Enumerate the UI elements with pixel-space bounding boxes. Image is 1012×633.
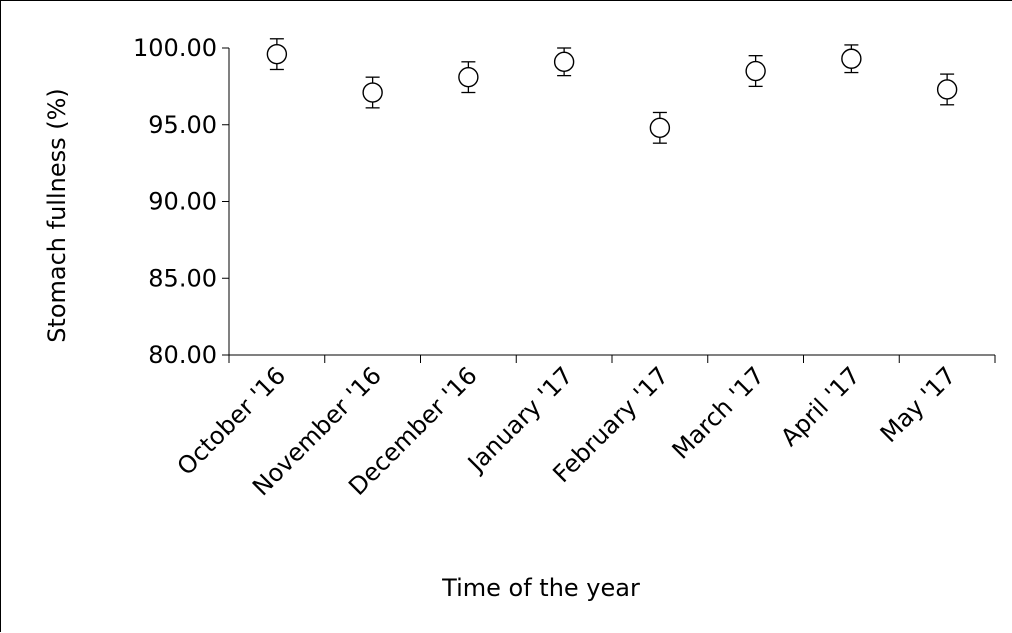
point-marker — [362, 82, 383, 103]
point-marker — [553, 51, 575, 73]
data-point — [841, 44, 862, 74]
point-marker — [841, 48, 862, 69]
point-marker — [266, 43, 288, 65]
data-points — [266, 38, 958, 144]
data-point — [553, 47, 575, 77]
data-point — [745, 55, 766, 88]
point-marker — [936, 79, 958, 100]
x-axis-title: Time of the year — [441, 574, 640, 602]
x-tick-label: May '17 — [875, 361, 962, 448]
data-point — [266, 38, 288, 71]
point-marker — [458, 66, 479, 88]
x-tick-label: March '17 — [667, 361, 770, 464]
data-point — [362, 76, 383, 109]
data-point — [649, 111, 671, 144]
y-tick-label: 90.00 — [148, 188, 217, 216]
y-axis-ticks: 80.00 85.00 90.00 95.00 100.00 — [133, 34, 229, 369]
data-point — [936, 73, 958, 106]
point-marker — [745, 60, 766, 82]
y-tick-label: 80.00 — [148, 341, 217, 369]
axes — [228, 48, 995, 356]
y-tick-label: 85.00 — [148, 264, 217, 292]
data-point — [458, 61, 479, 94]
point-marker — [649, 117, 671, 139]
x-tick-label: April '17 — [775, 361, 865, 451]
y-tick-label: 95.00 — [148, 111, 217, 139]
y-axis-title: Stomach fullness (%) — [43, 88, 71, 343]
y-tick-label: 100.00 — [133, 34, 217, 62]
